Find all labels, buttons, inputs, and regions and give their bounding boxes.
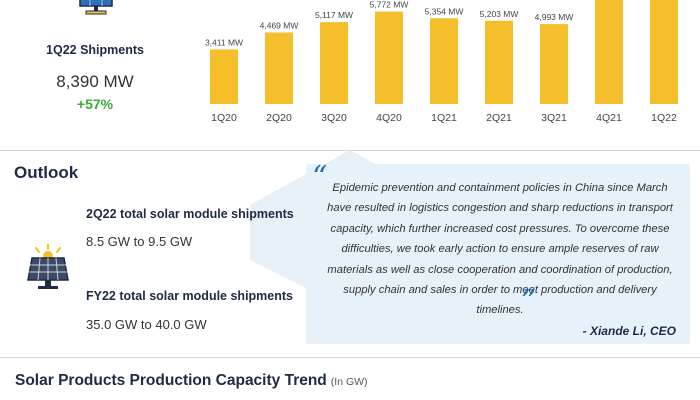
x-tick-label: 1Q20 [211, 112, 237, 124]
x-tick-label: 3Q20 [321, 112, 347, 124]
section-divider [0, 150, 700, 151]
solar-module-icon [27, 244, 69, 289]
x-tick-label: 4Q21 [596, 112, 622, 124]
bar-2Q21 [485, 20, 513, 105]
bar-value-label: 5,203 MW [480, 9, 519, 19]
shipments-growth: +57% [76, 96, 114, 112]
fy-outlook-label: FY22 total solar module shipments [86, 289, 293, 303]
capacity-unit: (In GW) [330, 376, 368, 388]
bar-3Q20 [320, 22, 348, 105]
x-tick-label: 1Q22 [651, 112, 677, 124]
shipments-title: 1Q22 Shipments [46, 43, 144, 57]
bar-value-label: 4,469 MW [260, 20, 299, 30]
bar-4Q21 [595, 0, 623, 104]
quarterly-shipments-chart: 3,411 MW 1Q20 4,469 MW 2Q20 5,117 MW 3Q20 5,77… [205, 0, 678, 124]
quote-close-mark: ” [521, 284, 537, 319]
section-divider [0, 357, 700, 358]
quote-author: - Xiande Li, CEO [582, 324, 676, 338]
bar-value-label: 3,411 MW [205, 37, 243, 47]
shipments-value: 8,390 MW [56, 72, 134, 91]
x-tick-label: 2Q20 [266, 112, 292, 124]
q2-outlook-value: 8.5 GW to 9.5 GW [86, 234, 193, 249]
ceo-quote-text: Epidemic prevention and containment poli… [327, 182, 673, 317]
capacity-title-text: Solar Products Production Capacity Trend [15, 372, 327, 389]
quote-box [306, 164, 690, 344]
bar-value-label: 5,772 MW [370, 0, 409, 10]
bar-2Q20 [265, 32, 293, 104]
bar-value-label: 5,117 MW [315, 10, 353, 20]
bar-1Q21 [430, 18, 458, 105]
q2-outlook-label: 2Q22 total solar module shipments [86, 207, 294, 221]
x-tick-label: 1Q21 [431, 112, 457, 124]
x-tick-label: 3Q21 [541, 112, 567, 124]
quote-open-mark: “ [312, 160, 328, 195]
solar-panel-monitor-icon [79, 0, 113, 15]
fy-outlook-value: 35.0 GW to 40.0 GW [86, 317, 207, 332]
x-tick-label: 4Q20 [376, 112, 402, 124]
x-tick-label: 2Q21 [486, 112, 512, 124]
bar-4Q20 [375, 11, 403, 104]
bar-1Q20 [210, 49, 238, 104]
bar-1Q22 [650, 0, 678, 104]
capacity-trend-title: Solar Products Production Capacity Trend… [15, 372, 368, 390]
outlook-title: Outlook [14, 163, 79, 182]
bar-3Q21 [540, 24, 568, 104]
bar-value-label: 5,354 MW [425, 6, 464, 16]
bar-value-label: 4,993 MW [535, 12, 574, 22]
